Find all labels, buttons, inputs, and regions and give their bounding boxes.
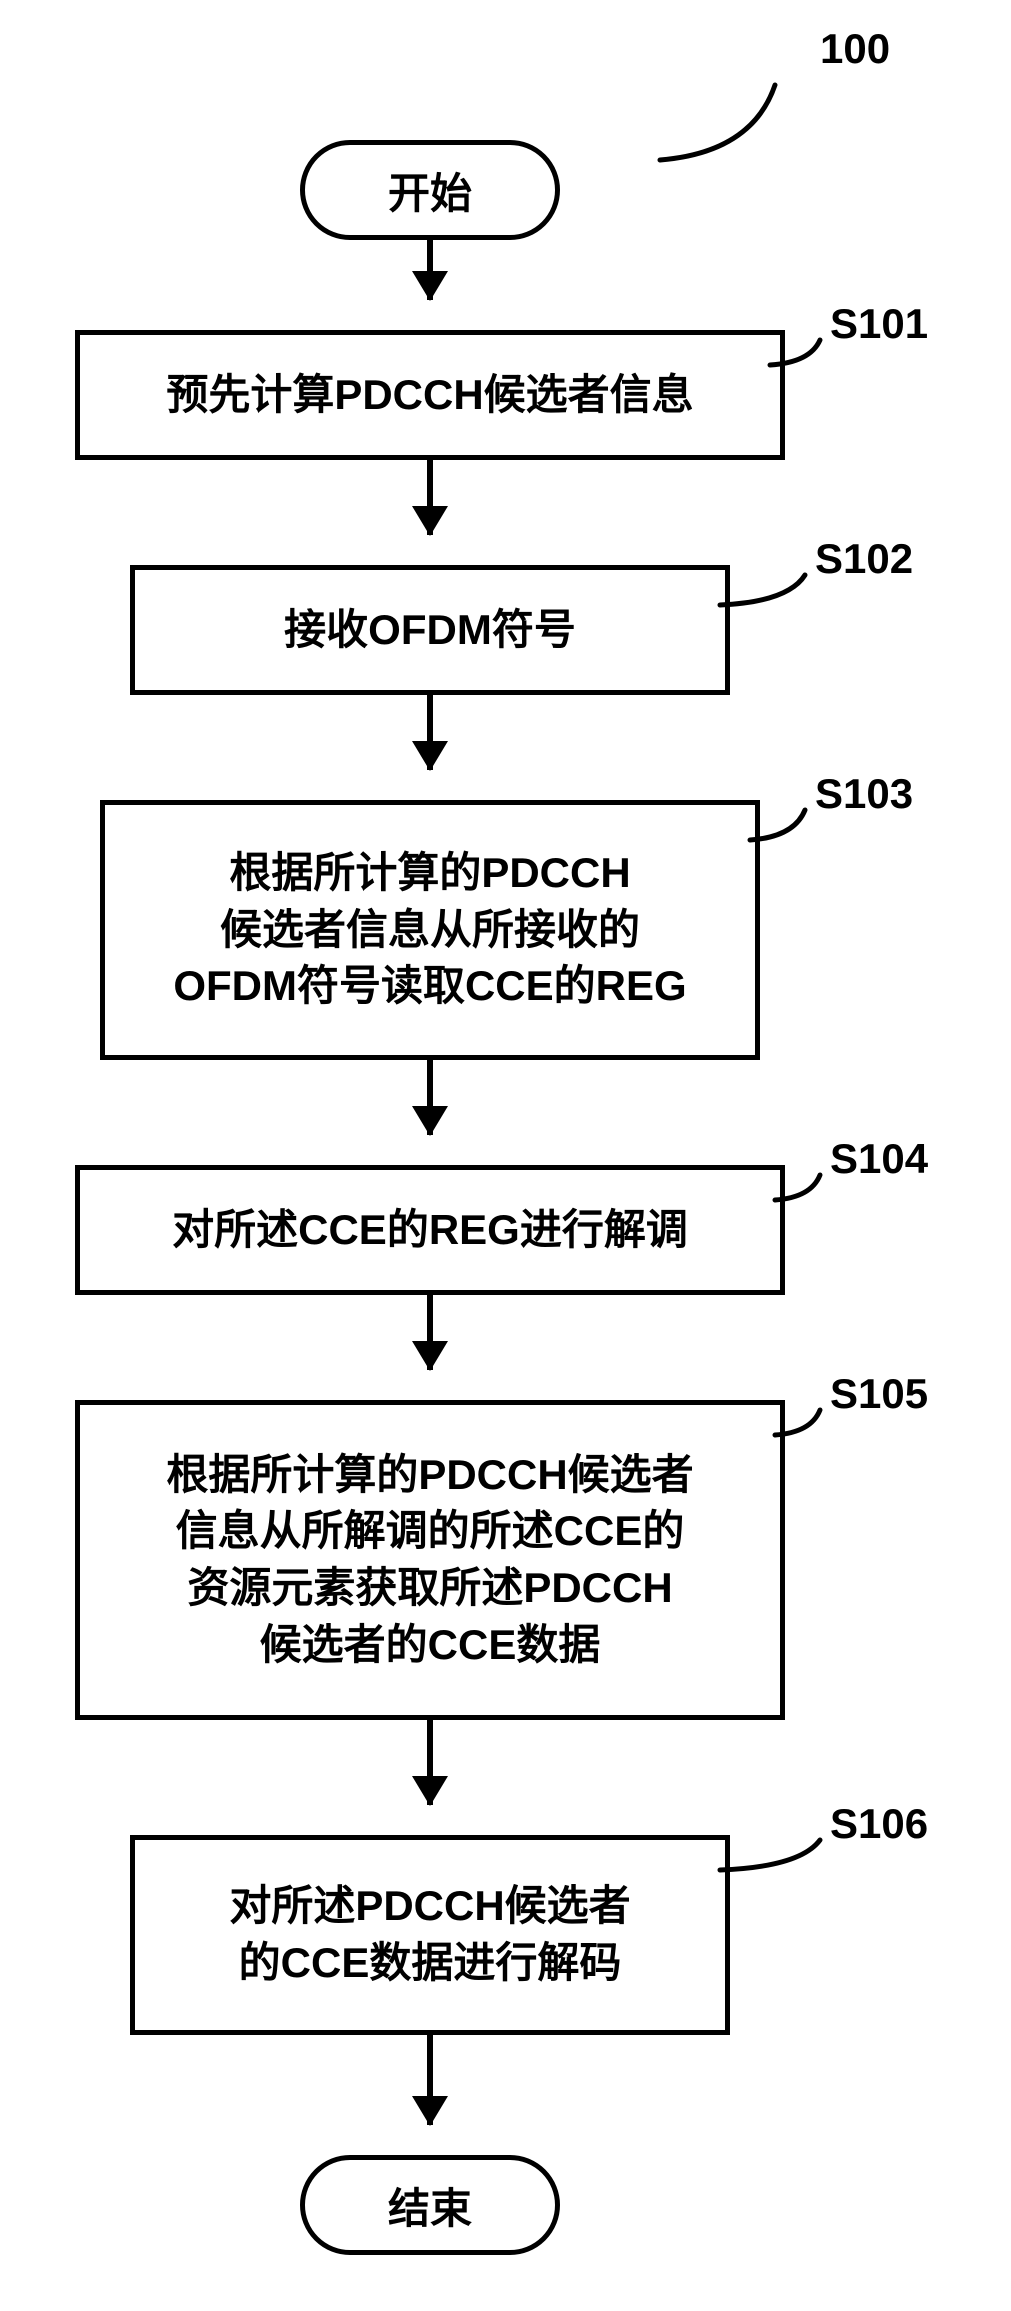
step-s102-label: S102 (815, 535, 913, 583)
diagram-reference-label: 100 (820, 25, 890, 73)
step-s102-text: 接收OFDM符号 (284, 602, 576, 659)
step-s104-box: 对所述CCE的REG进行解调 (75, 1165, 785, 1295)
step-s106-leader (712, 1832, 828, 1878)
step-s106-box: 对所述PDCCH候选者的CCE数据进行解码 (130, 1835, 730, 2035)
flowchart-canvas: 100 开始 预先计算PDCCH候选者信息 S101 接收OFDM符号 S102… (0, 0, 1011, 2311)
step-s103-text: 根据所计算的PDCCH候选者信息从所接收的OFDM符号读取CCE的REG (173, 845, 686, 1015)
step-s106-label: S106 (830, 1800, 928, 1848)
arrow-s102-s103 (427, 695, 433, 770)
step-s105-leader (767, 1402, 828, 1443)
arrow-s105-s106 (427, 1720, 433, 1805)
start-terminator: 开始 (300, 140, 560, 240)
start-label: 开始 (388, 160, 472, 221)
step-s106-text: 对所述PDCCH候选者的CCE数据进行解码 (229, 1878, 630, 1991)
step-s101-text: 预先计算PDCCH候选者信息 (166, 367, 693, 424)
end-label: 结束 (388, 2175, 472, 2236)
step-s103-box: 根据所计算的PDCCH候选者信息从所接收的OFDM符号读取CCE的REG (100, 800, 760, 1060)
step-s102-leader (712, 567, 813, 613)
step-s103-label: S103 (815, 770, 913, 818)
step-s105-label: S105 (830, 1370, 928, 1418)
arrow-s103-s104 (427, 1060, 433, 1135)
step-s103-leader (742, 802, 813, 848)
step-s101-leader (762, 332, 828, 373)
arrow-s106-end (427, 2035, 433, 2125)
step-s105-box: 根据所计算的PDCCH候选者信息从所解调的所述CCE的资源元素获取所述PDCCH… (75, 1400, 785, 1720)
arrow-s104-s105 (427, 1295, 433, 1370)
step-s102-box: 接收OFDM符号 (130, 565, 730, 695)
step-s101-label: S101 (830, 300, 928, 348)
step-s104-text: 对所述CCE的REG进行解调 (172, 1202, 688, 1259)
arrow-start-s101 (427, 240, 433, 300)
step-s105-text: 根据所计算的PDCCH候选者信息从所解调的所述CCE的资源元素获取所述PDCCH… (166, 1447, 693, 1674)
step-s104-label: S104 (830, 1135, 928, 1183)
end-terminator: 结束 (300, 2155, 560, 2255)
arrow-s101-s102 (427, 460, 433, 535)
diagram-reference-leader (652, 77, 783, 168)
step-s101-box: 预先计算PDCCH候选者信息 (75, 330, 785, 460)
step-s104-leader (767, 1167, 828, 1208)
